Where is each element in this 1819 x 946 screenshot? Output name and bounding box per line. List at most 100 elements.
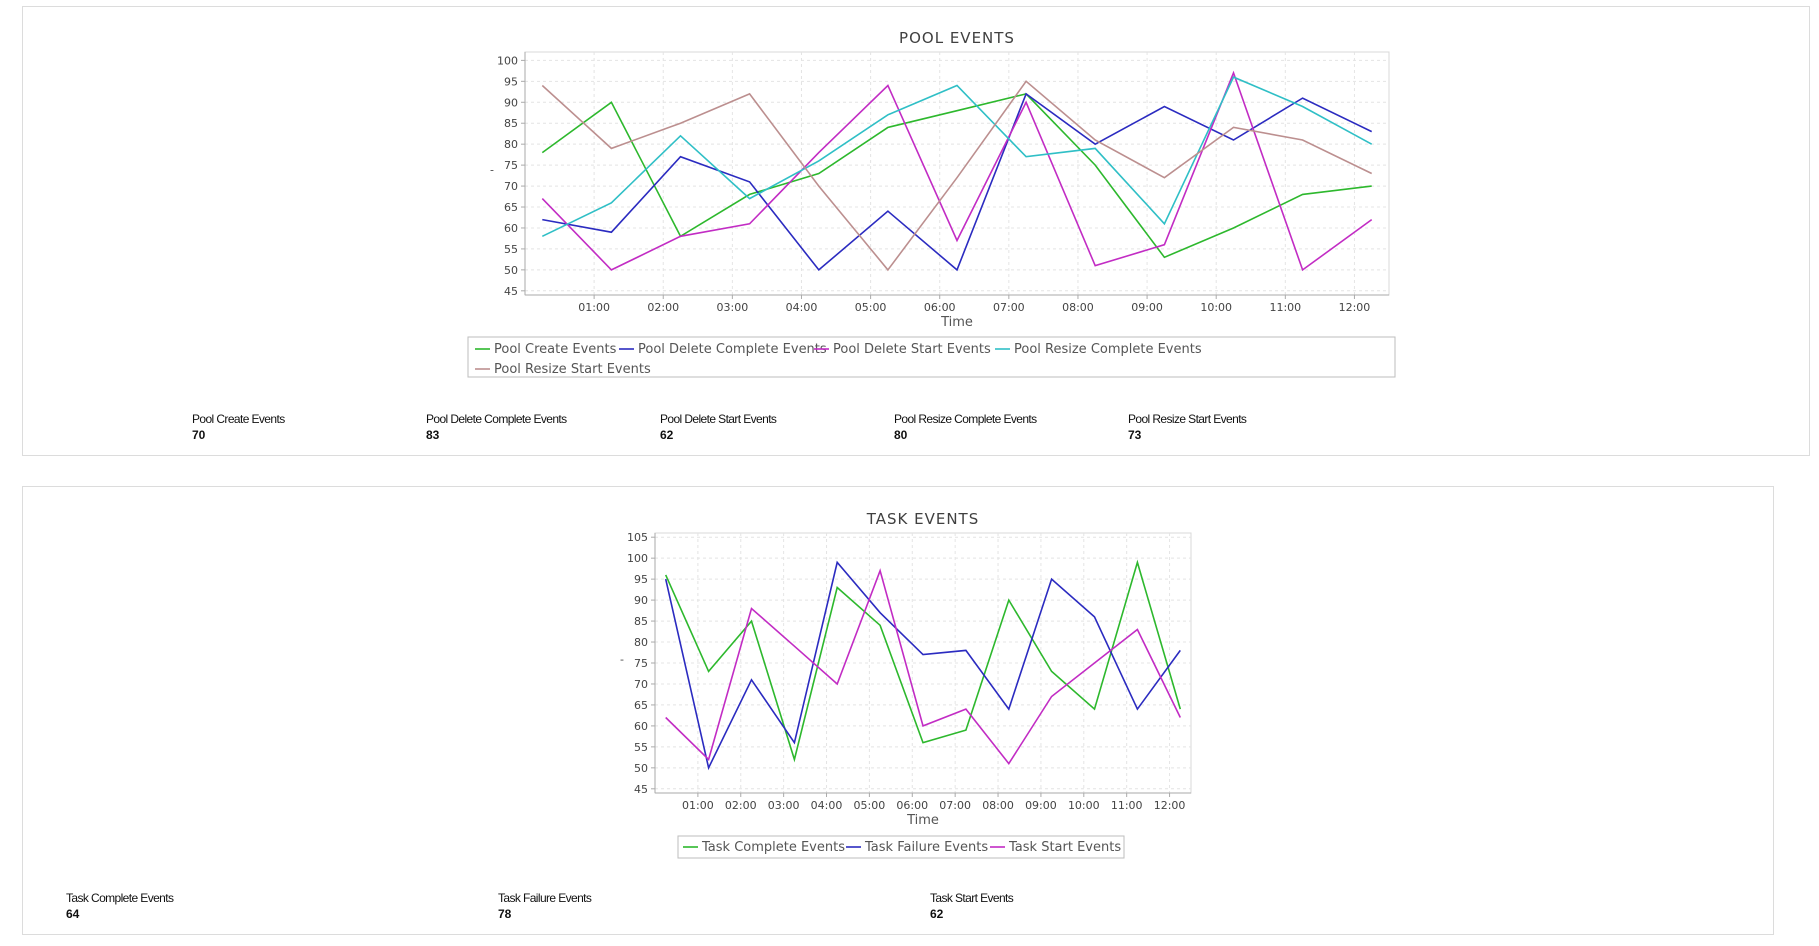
y-axis-label: - [490, 164, 494, 177]
chart-title: POOL EVENTS [899, 29, 1015, 47]
stat-value: 80 [894, 428, 908, 442]
y-tick-label: 90 [634, 594, 648, 607]
x-tick-label: 06:00 [924, 301, 956, 314]
x-tick-label: 01:00 [578, 301, 610, 314]
legend-label: Pool Resize Complete Events [1014, 342, 1202, 357]
stat-value: 64 [66, 907, 80, 921]
stat-pool-delete-start: Pool Delete Start Events 62 [660, 412, 777, 442]
stat-label: Pool Resize Start Events [1128, 412, 1247, 426]
y-tick-label: 90 [504, 96, 518, 109]
x-axis-label: Time [940, 315, 973, 330]
x-tick-label: 01:00 [682, 799, 714, 812]
stat-label: Task Complete Events [66, 891, 174, 905]
stat-task-complete: Task Complete Events 64 [66, 891, 174, 921]
y-tick-label: 65 [504, 201, 518, 214]
series-line [664, 560, 1181, 771]
x-tick-label: 07:00 [939, 799, 971, 812]
stat-value: 73 [1128, 428, 1142, 442]
stat-label: Task Failure Events [498, 891, 592, 905]
y-tick-label: 100 [497, 54, 518, 67]
y-tick-label: 80 [504, 138, 518, 151]
x-tick-label: 11:00 [1111, 799, 1143, 812]
y-axis-label: - [620, 653, 624, 666]
series-line [542, 92, 1373, 272]
stat-pool-delete-complete: Pool Delete Complete Events 83 [426, 412, 567, 442]
stat-value: 83 [426, 428, 440, 442]
series-line [541, 70, 1373, 272]
y-tick-label: 45 [634, 783, 648, 796]
y-tick-label: 105 [627, 531, 648, 544]
stat-label: Pool Create Events [192, 412, 285, 426]
stat-value: 62 [660, 428, 674, 442]
stat-pool-resize-start: Pool Resize Start Events 73 [1128, 412, 1247, 442]
pool-events-panel: POOL EVENTS 45 50 55 60 65 70 75 80 85 90 95 100 01:0… [22, 6, 1810, 456]
x-tick-label: 09:00 [1131, 301, 1163, 314]
stat-pool-create: Pool Create Events 70 [192, 412, 285, 442]
plot-area [524, 51, 1390, 296]
x-tick-label: 05:00 [854, 799, 886, 812]
x-tick-label: 05:00 [855, 301, 887, 314]
legend-label: Pool Delete Start Events [833, 342, 991, 357]
y-tick-label: 80 [634, 636, 648, 649]
legend-label: Pool Create Events [494, 342, 617, 357]
y-tick-label: 60 [634, 720, 648, 733]
y-tick-label: 45 [504, 285, 518, 298]
task-events-panel: TASK EVENTS 45 50 55 60 65 70 75 80 85 90 95 100 105 0… [22, 486, 1774, 935]
y-tick-label: 65 [634, 699, 648, 712]
chart-title: TASK EVENTS [866, 510, 980, 528]
legend-label: Pool Delete Complete Events [638, 342, 827, 357]
x-tick-label: 04:00 [786, 301, 818, 314]
x-tick-label: 06:00 [896, 799, 928, 812]
series-line [664, 559, 1182, 763]
stat-value: 78 [498, 907, 512, 921]
x-tick-label: 03:00 [768, 799, 800, 812]
y-tick-label: 60 [504, 222, 518, 235]
x-tick-label: 09:00 [1025, 799, 1057, 812]
legend-label: Task Start Events [1008, 840, 1121, 855]
legend-box [677, 835, 1125, 859]
x-tick-label: 11:00 [1269, 301, 1301, 314]
x-tick-label: 07:00 [993, 301, 1025, 314]
stat-pool-resize-complete: Pool Resize Complete Events 80 [894, 412, 1037, 442]
x-axis-label: Time [906, 813, 939, 828]
x-tick-label: 12:00 [1154, 799, 1186, 812]
series-line [541, 80, 1373, 272]
y-tick-label: 70 [634, 678, 648, 691]
y-tick-label: 50 [634, 762, 648, 775]
series-line [665, 568, 1182, 765]
x-tick-label: 08:00 [982, 799, 1014, 812]
legend-label: Task Complete Events [701, 840, 845, 855]
x-tick-label: 10:00 [1200, 301, 1232, 314]
stat-label: Task Start Events [930, 891, 1014, 905]
stat-task-failure: Task Failure Events 78 [498, 891, 592, 921]
stat-task-start: Task Start Events 62 [930, 891, 1014, 921]
task-events-chart: TASK EVENTS 45 50 55 60 65 70 75 80 85 90 95 100 105 0… [620, 510, 1192, 859]
stat-label: Pool Delete Complete Events [426, 412, 567, 426]
legend-box [467, 336, 1396, 378]
y-tick-label: 85 [504, 117, 518, 130]
x-tick-label: 02:00 [725, 799, 757, 812]
pool-events-chart: POOL EVENTS 45 50 55 60 65 70 75 80 85 90 95 100 01:0… [467, 29, 1396, 378]
stat-label: Pool Delete Start Events [660, 412, 777, 426]
y-tick-label: 75 [504, 159, 518, 172]
y-tick-label: 100 [627, 552, 648, 565]
y-tick-label: 75 [634, 657, 648, 670]
x-tick-label: 12:00 [1339, 301, 1371, 314]
stat-value: 70 [192, 428, 206, 442]
x-tick-label: 02:00 [647, 301, 679, 314]
y-tick-label: 55 [504, 243, 518, 256]
y-tick-label: 95 [634, 573, 648, 586]
y-tick-label: 85 [634, 615, 648, 628]
stat-label: Pool Resize Complete Events [894, 412, 1037, 426]
x-tick-label: 04:00 [811, 799, 843, 812]
x-tick-label: 03:00 [717, 301, 749, 314]
y-tick-label: 70 [504, 180, 518, 193]
legend-label: Task Failure Events [864, 840, 988, 855]
y-tick-label: 55 [634, 741, 648, 754]
x-tick-label: 10:00 [1068, 799, 1100, 812]
y-tick-label: 95 [504, 75, 518, 88]
legend-label: Pool Resize Start Events [494, 362, 651, 377]
series-line [541, 76, 1373, 238]
y-tick-label: 50 [504, 264, 518, 277]
x-tick-label: 08:00 [1062, 301, 1094, 314]
